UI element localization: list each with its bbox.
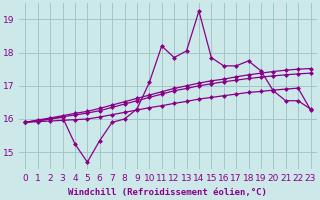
X-axis label: Windchill (Refroidissement éolien,°C): Windchill (Refroidissement éolien,°C) [68,188,267,197]
